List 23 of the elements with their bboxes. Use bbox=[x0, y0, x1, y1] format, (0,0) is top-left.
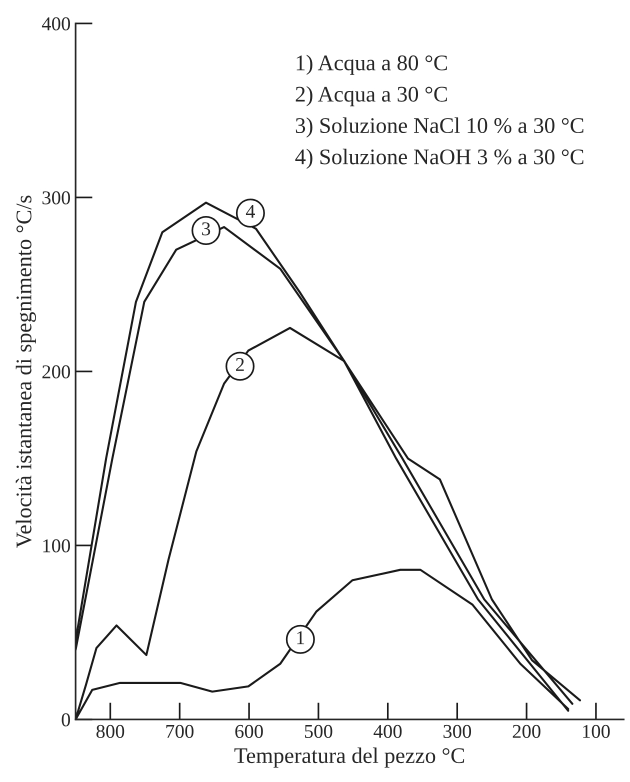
x-tick-label: 400 bbox=[374, 724, 402, 738]
y-tick-label: 0 bbox=[62, 713, 70, 726]
y-tick-label: 200 bbox=[42, 365, 70, 378]
y-tick-label: 300 bbox=[42, 191, 70, 204]
annotation: 3) Soluzione NaCl 10 % a 30 °C bbox=[296, 117, 584, 138]
x-tick-label: 800 bbox=[96, 724, 124, 738]
y-tick-label: 400 bbox=[42, 17, 70, 30]
x-tick-label: 300 bbox=[444, 724, 472, 738]
annotation: 4 bbox=[246, 204, 255, 218]
annotation: 4) Soluzione NaOH 3 % a 30 °C bbox=[295, 148, 584, 169]
annotation: 2 bbox=[236, 358, 244, 371]
x-axis-title: Temperatura del pezzo °C bbox=[234, 747, 464, 768]
y-tick-label: 100 bbox=[43, 539, 70, 552]
x-tick-label: 500 bbox=[304, 724, 332, 738]
x-tick-label: 600 bbox=[235, 724, 263, 738]
annotation: 3 bbox=[202, 222, 210, 236]
x-tick-label: 100 bbox=[583, 724, 610, 738]
annotation: 1 bbox=[297, 631, 304, 644]
x-tick-label: 200 bbox=[512, 724, 540, 738]
annotation: 2) Acqua a 30 °C bbox=[296, 86, 447, 106]
y-axis-title: Velocità istantanea di spegnimento °C/s bbox=[16, 196, 36, 548]
x-tick-label: 700 bbox=[166, 724, 194, 738]
annotation: 1) Acqua a 80 °C bbox=[296, 54, 447, 75]
